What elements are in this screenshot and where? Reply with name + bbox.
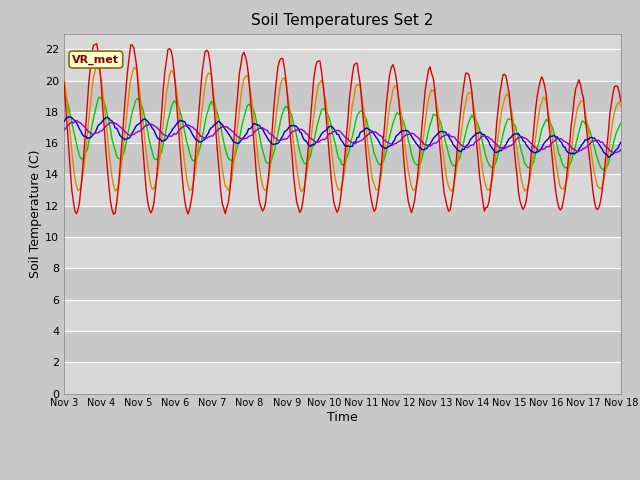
X-axis label: Time: Time [327,411,358,424]
Bar [64,174,621,206]
Bar [64,112,621,143]
Bar [64,81,621,112]
Text: VR_met: VR_met [72,54,119,65]
Bar [64,237,621,268]
Bar [64,362,621,394]
Bar [64,268,621,300]
Bar [64,206,621,237]
Title: Soil Temperatures Set 2: Soil Temperatures Set 2 [252,13,433,28]
Bar [64,331,621,362]
Y-axis label: Soil Temperature (C): Soil Temperature (C) [29,149,42,278]
Bar [64,49,621,81]
Bar [64,300,621,331]
Bar [64,143,621,174]
